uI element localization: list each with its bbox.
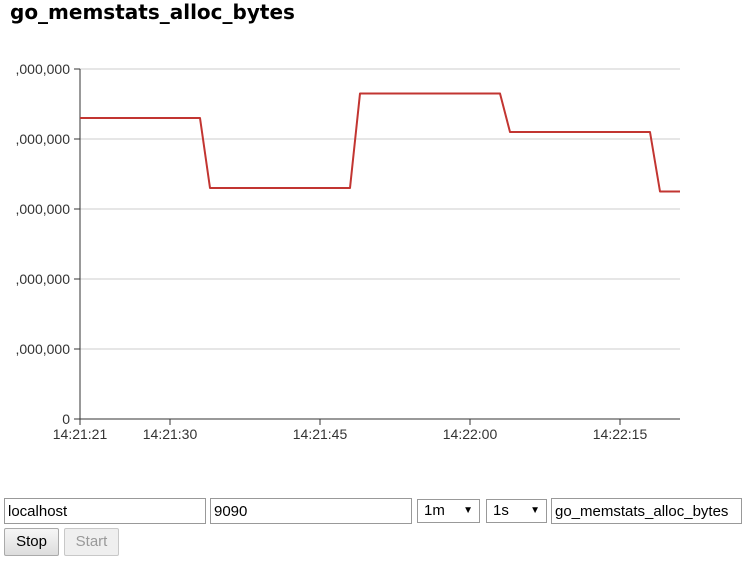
chart-tick-labels: ,000,000 ,000,000 ,000,000 ,000,000 ,000,000…: [16, 61, 648, 442]
page-title: go_memstats_alloc_bytes: [10, 0, 295, 24]
x-tick-label: 14:21:45: [293, 426, 348, 442]
x-tick-label: 14:21:30: [143, 426, 198, 442]
chevron-down-icon: ▼: [463, 505, 473, 516]
y-tick-label: ,000,000: [16, 201, 71, 217]
step-select-value: 1s: [493, 502, 509, 519]
line-chart: ,000,000 ,000,000 ,000,000 ,000,000 ,000,000…: [16, 61, 680, 442]
range-select[interactable]: 1m ▼: [417, 499, 480, 523]
y-tick-label: ,000,000: [16, 271, 71, 287]
x-tick-label: 14:21:21: [53, 426, 108, 442]
y-tick-label: ,000,000: [16, 131, 71, 147]
series-line: [80, 92, 680, 193]
stop-button[interactable]: Stop: [4, 528, 59, 556]
chevron-down-icon: ▼: [530, 505, 540, 516]
query-input[interactable]: [551, 498, 742, 524]
y-tick-label: 0: [62, 411, 70, 427]
step-select[interactable]: 1s ▼: [486, 499, 547, 523]
chart-axes: [74, 68, 680, 425]
start-button[interactable]: Start: [64, 528, 119, 556]
chart-series: [80, 92, 680, 193]
host-input[interactable]: [4, 498, 206, 524]
query-controls: 1m ▼ 1s ▼ Stop Start: [0, 496, 742, 572]
x-tick-label: 14:22:00: [443, 426, 498, 442]
chart-grid: [80, 68, 680, 350]
y-tick-label: ,000,000: [16, 341, 71, 357]
y-tick-label: ,000,000: [16, 61, 71, 77]
range-select-value: 1m: [424, 502, 445, 519]
x-tick-label: 14:22:15: [593, 426, 648, 442]
port-input[interactable]: [210, 498, 412, 524]
